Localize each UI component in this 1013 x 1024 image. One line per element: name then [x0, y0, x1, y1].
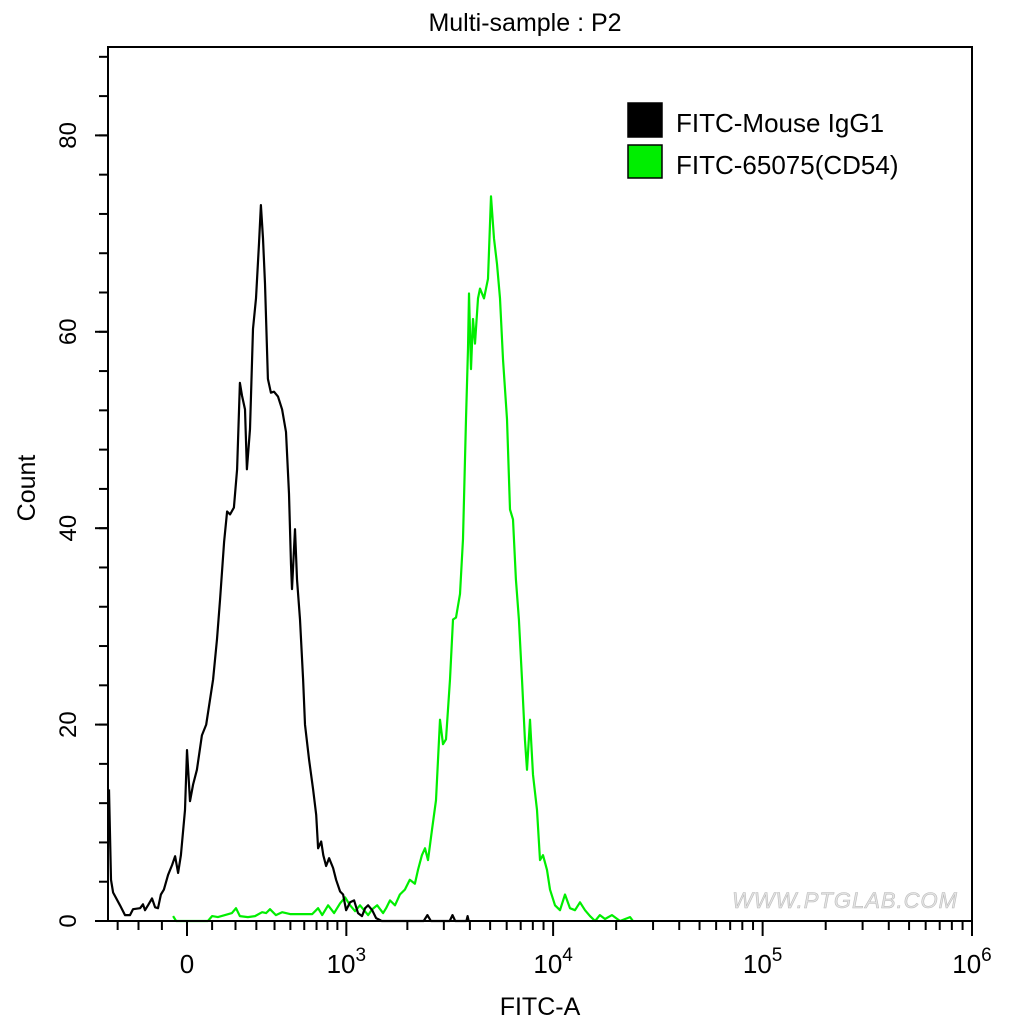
y-tick-label: 80: [55, 122, 82, 149]
legend-swatch-1: [627, 144, 663, 179]
x-tick-label: 104: [533, 945, 573, 979]
y-tick-label: 0: [55, 914, 82, 927]
legend: FITC-Mouse IgG1 FITC-65075(CD54): [627, 102, 899, 180]
x-tick-label: 106: [952, 945, 992, 979]
curves-layer: [107, 195, 634, 923]
legend-label-0: FITC-Mouse IgG1: [676, 108, 884, 138]
x-tick-label: 0: [180, 949, 194, 979]
legend-label-1: FITC-65075(CD54): [676, 150, 899, 180]
series-line-fitc-65075-cd54-: [172, 195, 634, 923]
x-axis: 0 103 104 105 106: [116, 921, 992, 979]
y-axis-label: Count: [13, 455, 41, 522]
x-tick-label: 103: [327, 945, 367, 979]
series-line-fitc-mouse-igg1: [107, 204, 470, 923]
watermark: WWW.PTGLAB.COM: [732, 888, 958, 913]
y-tick-label: 20: [55, 711, 82, 738]
chart-title: Multi-sample : P2: [428, 9, 621, 37]
x-axis-label: FITC-A: [500, 993, 581, 1021]
y-axis: 0 20 40 60 80: [55, 55, 108, 928]
legend-swatch-0: [627, 102, 663, 138]
x-tick-label: 105: [743, 945, 783, 979]
plot-frame: [107, 46, 973, 922]
y-tick-label: 60: [55, 318, 82, 345]
y-tick-label: 40: [55, 515, 82, 542]
